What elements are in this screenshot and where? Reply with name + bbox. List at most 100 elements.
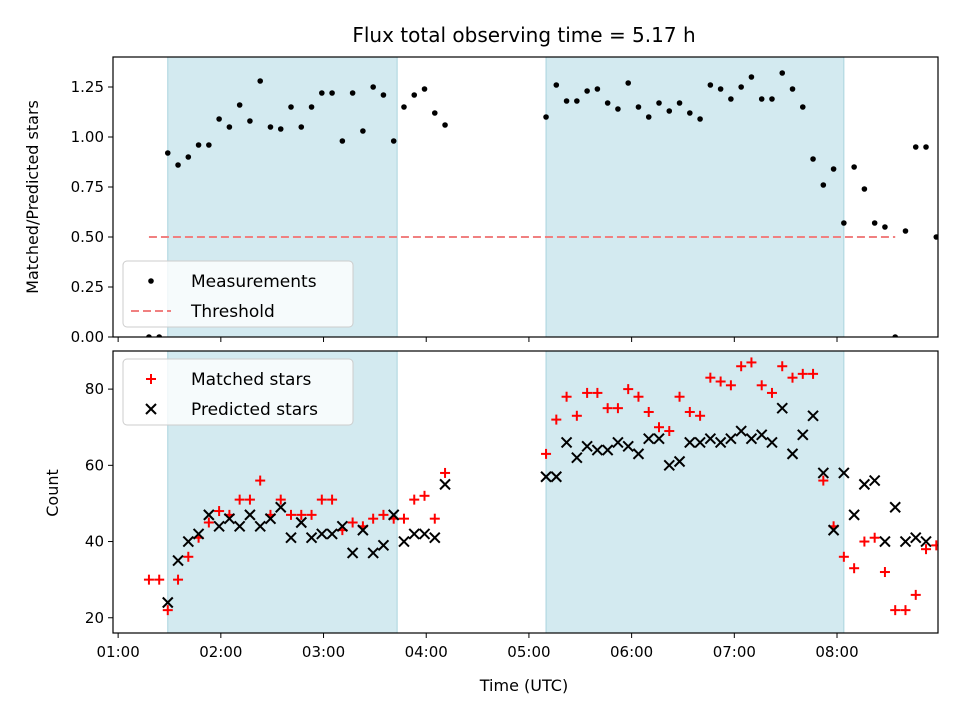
x-tick-label: 01:00 — [97, 643, 140, 661]
predicted-stars-point-b — [254, 520, 266, 533]
measurement-point — [370, 84, 376, 90]
measurement-point — [164, 150, 171, 156]
legend-marker — [148, 278, 154, 284]
predicted-stars-point — [910, 532, 922, 544]
matched-stars-point — [143, 574, 154, 585]
predicted-stars-point — [540, 471, 552, 483]
measurement-point — [442, 122, 448, 128]
legend-label: Threshold — [190, 302, 275, 322]
matched-stars-point — [255, 475, 266, 486]
matched-stars-point — [612, 403, 623, 414]
measurement-point — [912, 144, 919, 150]
measurement-point — [216, 116, 222, 122]
measurement-point — [882, 224, 888, 230]
observing-window-2 — [545, 57, 845, 337]
matched-stars-point — [910, 589, 921, 600]
predicted-stars-point-b — [387, 509, 400, 521]
predicted-stars-point — [889, 501, 901, 513]
measurement-point — [871, 220, 878, 226]
predicted-stars-point-b — [540, 471, 552, 483]
measurement-point — [146, 334, 152, 337]
y-tick-label: 1.25 — [71, 78, 104, 96]
matched-stars-point — [705, 372, 716, 383]
predicted-stars-point-b — [346, 547, 359, 559]
matched-stars-point — [440, 467, 451, 478]
predicted-stars-point — [172, 554, 184, 567]
predicted-stars-point-b — [910, 532, 922, 544]
y-tick-label: 0.50 — [71, 228, 104, 246]
matched-stars-point — [900, 605, 911, 616]
measurement-point — [421, 86, 428, 92]
matched-stars-point — [746, 357, 757, 368]
legend-box — [122, 260, 354, 328]
measurement-point — [175, 162, 181, 168]
predicted-stars-point — [899, 535, 912, 548]
legend: Matched stars Predicted stars — [122, 358, 354, 426]
measurement-point — [257, 78, 263, 84]
measurement-point — [687, 110, 693, 116]
matched-stars-point — [409, 494, 420, 505]
matched-stars-point — [931, 540, 938, 551]
predicted-stars-point-b — [786, 448, 799, 460]
predicted-stars-point — [673, 455, 686, 468]
predicted-stars-point-b — [408, 528, 420, 540]
matched-stars-point — [275, 494, 286, 505]
measurement-point — [933, 234, 938, 240]
predicted-stars-point — [632, 448, 645, 460]
predicted-stars-point-b — [203, 509, 215, 521]
matched-stars-point — [592, 387, 603, 398]
predicted-stars-point — [213, 520, 225, 533]
measurement-point — [625, 80, 631, 86]
y-tick-label: 1.00 — [71, 128, 104, 146]
predicted-stars-point — [735, 425, 747, 437]
predicted-stars-point-b — [714, 436, 727, 449]
predicted-stars-point — [868, 474, 881, 487]
predicted-stars-point-b — [550, 471, 563, 483]
measurement-point — [789, 86, 796, 92]
matched-stars-point — [623, 384, 634, 395]
axes-frame — [112, 56, 939, 338]
observing-window-2 — [545, 351, 845, 633]
predicted-stars-point-b — [848, 509, 860, 521]
predicted-stars-point — [786, 448, 799, 460]
x-tick-label: 08:00 — [815, 643, 858, 661]
measurement-point — [206, 142, 212, 148]
predicted-stars-point — [429, 532, 441, 544]
predicted-stars-point-b — [920, 535, 932, 548]
predicted-stars-point-b — [326, 528, 338, 540]
predicted-stars-point — [817, 467, 830, 479]
predicted-stars-point-b — [745, 432, 758, 445]
predicted-stars-point — [827, 524, 840, 536]
y-tick-label: 20 — [85, 609, 104, 627]
matched-stars-point — [368, 513, 379, 524]
measurement-point — [277, 126, 284, 132]
predicted-stars-point — [316, 528, 328, 540]
predicted-stars-point-b — [336, 520, 349, 533]
axes-frame — [112, 350, 939, 634]
matched-stars-point — [306, 509, 317, 520]
predicted-stars-point-b — [827, 524, 840, 536]
predicted-stars-point — [581, 440, 593, 452]
predicted-stars-point-b — [858, 478, 871, 491]
predicted-stars-point-b — [797, 429, 809, 441]
predicted-stars-point-b — [766, 436, 778, 449]
measurement-point — [769, 96, 775, 102]
measurement-point — [563, 98, 570, 104]
predicted-stars-point — [418, 528, 431, 540]
predicted-stars-point-b — [192, 528, 205, 540]
matched-stars-point — [695, 410, 706, 421]
measurement-point — [247, 118, 253, 124]
predicted-stars-point — [920, 535, 932, 548]
predicted-stars-point-b — [725, 432, 737, 445]
predicted-stars-point-b — [571, 451, 583, 464]
matched-stars-point — [162, 605, 173, 616]
measurement-point — [923, 144, 929, 150]
predicted-stars-point — [182, 535, 195, 548]
matched-stars-point — [797, 368, 808, 379]
predicted-stars-point — [591, 444, 604, 456]
predicted-stars-point — [612, 436, 624, 449]
predicted-stars-point — [807, 410, 819, 422]
measurement-point — [799, 104, 806, 110]
measurement-point — [604, 100, 611, 106]
matched-stars-point — [378, 509, 389, 520]
